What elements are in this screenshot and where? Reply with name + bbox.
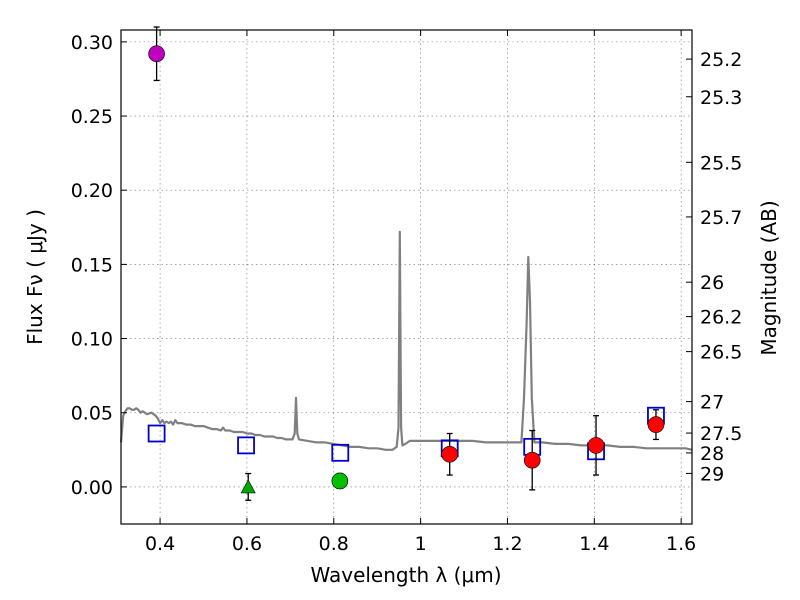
y-axis-ticks: 0.00 0.05 0.10 0.15 0.20 0.25 0.30 (71, 32, 127, 499)
y-tick-label: 0.05 (71, 403, 113, 425)
x-tick-label: 0.4 (145, 533, 175, 555)
y-tick-label: 0.10 (71, 329, 113, 351)
x-tick-label: 0.8 (319, 533, 349, 555)
observed-point (148, 45, 165, 63)
x-tick-label: 1.6 (666, 533, 696, 555)
y-tick-label: 0.25 (71, 106, 113, 128)
x-tick-label: 0.6 (232, 533, 262, 555)
y2-tick-label: 26 (700, 272, 724, 294)
x-axis-ticks: 0.4 0.6 0.8 1 1.2 1.4 1.6 (145, 30, 696, 555)
y2-tick-label: 27 (700, 392, 724, 414)
y2-tick-label: 27.5 (700, 423, 742, 445)
x-tick-label: 1.4 (579, 533, 609, 555)
x-tick-label: 1 (415, 533, 427, 555)
model-photometry-square (237, 436, 255, 455)
y-tick-label: 0.15 (71, 254, 113, 276)
y2-tick-label: 25.7 (700, 207, 742, 229)
model-photometry-series (147, 406, 665, 462)
y2-tick-label: 25.3 (700, 87, 742, 109)
y2-tick-label: 26.5 (700, 342, 742, 364)
model-photometry-square (147, 424, 166, 443)
y2-tick-label: 26.2 (700, 307, 742, 329)
sed-model-series (119, 230, 693, 451)
y2-tick-label: 29 (700, 463, 724, 485)
y-tick-label: 0.20 (71, 180, 113, 202)
observed-point-triangle (240, 479, 256, 494)
y-axis-title: Flux Fν ( μJy ) (23, 209, 47, 345)
observed-point (331, 472, 349, 490)
x-tick-label: 1.2 (492, 533, 522, 555)
x-axis-title: Wavelength λ (μm) (310, 563, 501, 587)
observed-point (647, 416, 665, 433)
sed-model-line (119, 230, 693, 451)
observed-point (441, 445, 459, 463)
observed-photometry-series (148, 26, 665, 501)
y-tick-label: 0.00 (71, 477, 113, 499)
observed-point (587, 437, 605, 454)
model-photometry-square (331, 443, 350, 462)
y-tick-label: 0.30 (71, 32, 113, 54)
y2-tick-label: 28 (700, 443, 724, 465)
y2-tick-label: 25.5 (700, 152, 742, 174)
y2-axis-title: Magnitude (AB) (757, 200, 781, 355)
y2-tick-label: 25.2 (700, 49, 742, 71)
plot-frame (120, 29, 693, 525)
observed-point (523, 451, 541, 469)
grid-lines (121, 30, 692, 524)
